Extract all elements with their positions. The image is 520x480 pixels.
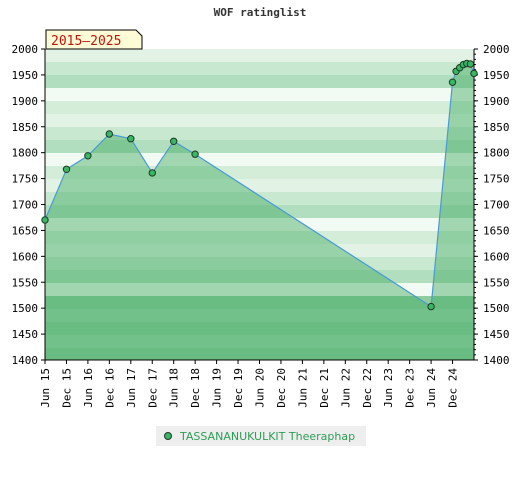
x-tick-label: Jun 16: [82, 368, 95, 408]
x-tick-label: Jun 21: [296, 368, 309, 408]
y-tick-label-right: 1650: [483, 224, 510, 237]
y-tick-label-left: 1850: [12, 121, 39, 134]
y-tick-label-right: 1500: [483, 302, 510, 315]
data-point: [170, 137, 178, 146]
data-point: [148, 169, 157, 177]
data-point: [105, 130, 114, 138]
y-tick-label-right: 2000: [483, 43, 510, 56]
y-tick-label-right: 1400: [483, 354, 510, 367]
x-tick-label: Jun 19: [211, 368, 224, 408]
y-tick-label-right: 1600: [483, 250, 510, 263]
y-tick-label-left: 1550: [12, 276, 39, 289]
y-tick-label-left: 1500: [12, 302, 39, 315]
y-tick-label-left: 1400: [12, 354, 39, 367]
data-point: [466, 60, 475, 68]
y-tick-label-right: 1750: [483, 173, 510, 186]
x-tick-label: Dec 18: [189, 368, 202, 408]
x-tick-label: Jun 23: [382, 368, 395, 408]
x-tick-label: Jun 15: [39, 368, 52, 408]
y-tick-label-left: 1900: [12, 95, 39, 108]
points-layer: [41, 59, 478, 311]
x-tick-label: Dec 24: [447, 368, 460, 408]
data-point: [127, 135, 135, 143]
axis-layer: 1400 1400 1450 1450 1500 1500 1550 1550 1600 1600…: [12, 43, 510, 408]
x-tick-label: Dec 20: [275, 368, 288, 408]
data-point: [427, 302, 435, 311]
y-tick-label-right: 1900: [483, 95, 510, 108]
chart-title: WOF ratinglist: [213, 6, 307, 19]
period-badge: 2015–2025: [45, 29, 143, 50]
y-tick-label-right: 1850: [483, 121, 510, 134]
plot-background-bands: [45, 49, 474, 360]
x-tick-label: Jun 17: [125, 368, 138, 408]
x-tick-label: Jun 22: [339, 368, 352, 408]
x-tick-label: Jun 24: [425, 368, 438, 408]
data-point: [448, 78, 457, 86]
legend: TASSANANUKULKIT Theeraphap: [156, 426, 366, 446]
data-point: [62, 165, 71, 174]
y-tick-label-right: 1700: [483, 199, 510, 212]
x-tick-label: Dec 16: [103, 368, 116, 408]
y-tick-label-left: 1450: [12, 328, 39, 341]
y-tick-label-right: 1450: [483, 328, 510, 341]
data-point: [191, 150, 199, 158]
y-tick-label-left: 1700: [12, 199, 39, 212]
data-point: [84, 152, 92, 160]
y-tick-label-left: 1750: [12, 173, 39, 186]
x-tick-label: Jun 20: [254, 368, 267, 408]
y-tick-label-right: 1800: [483, 147, 510, 160]
data-point: [41, 216, 49, 224]
y-tick-label-left: 1650: [12, 224, 39, 237]
x-tick-label: Dec 15: [60, 368, 73, 408]
y-tick-label-left: 1950: [12, 69, 39, 82]
data-point: [470, 69, 478, 78]
x-tick-label: Dec 21: [318, 368, 331, 408]
period-label: 2015–2025: [51, 34, 121, 49]
legend-series-name: TASSANANUKULKIT Theeraphap: [180, 429, 356, 443]
x-tick-label: Dec 22: [361, 368, 374, 408]
series-area: [45, 63, 474, 360]
legend-marker: [164, 432, 172, 440]
y-tick-label-left: 2000: [12, 43, 39, 56]
y-tick-label-right: 1950: [483, 69, 510, 82]
y-tick-label-right: 1550: [483, 276, 510, 289]
y-tick-label-left: 1600: [12, 250, 39, 263]
x-tick-label: Dec 23: [404, 368, 417, 408]
x-tick-label: Jun 18: [168, 368, 181, 408]
x-tick-label: Dec 19: [232, 368, 245, 408]
x-tick-label: Dec 17: [146, 368, 159, 408]
y-tick-label-left: 1800: [12, 147, 39, 160]
